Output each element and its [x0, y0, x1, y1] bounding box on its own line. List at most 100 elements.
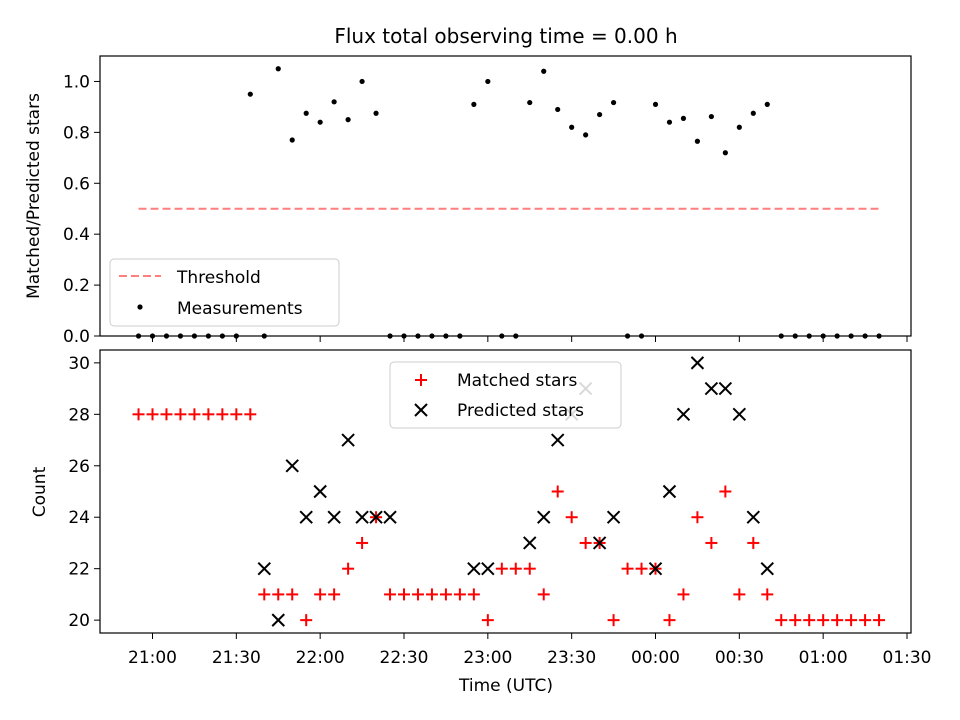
measurement-point [485, 78, 491, 85]
predicted-star-point [606, 510, 621, 524]
matched-star-point [579, 536, 592, 549]
bottom-y-tick-label: 20 [68, 611, 90, 631]
bottom-x-tick-label: 22:00 [296, 648, 345, 668]
top-legend-frame [109, 258, 340, 327]
predicted-star-point [271, 613, 285, 627]
measurements-legend-label: Measurements [177, 299, 303, 319]
predicted-star-point [313, 484, 327, 499]
matched-star-point [216, 408, 229, 421]
matched-star-point [328, 588, 341, 601]
measurement-point [722, 150, 728, 156]
matched-legend-label: Matched stars [457, 371, 577, 391]
measurement-point [708, 113, 714, 120]
bottom-x-tick-label: 23:00 [463, 648, 512, 668]
matched-star-point [160, 408, 173, 421]
matched-star-point [481, 614, 494, 627]
measurement-point [652, 101, 659, 107]
matched-star-point [775, 614, 788, 627]
matched-star-point [411, 588, 424, 601]
bottom-y-tick-label: 30 [68, 354, 90, 374]
matched-star-point [272, 588, 285, 601]
bottom-x-tick-label: 01:00 [799, 648, 848, 668]
matched-star-point [146, 408, 159, 421]
matched-star-point [747, 536, 760, 549]
measurements-legend-swatch [137, 304, 143, 310]
bottom-y-tick-label: 26 [68, 457, 90, 477]
predicted-star-point [592, 536, 607, 550]
matched-star-point [342, 562, 355, 575]
bottom-panel: 20 22 24 26 28 30 21:00 21:30 22:00 22:30 23:00 23… [30, 349, 932, 696]
measurement-point [694, 138, 701, 144]
bottom-legend-frame [389, 361, 622, 429]
matched-star-point [356, 536, 369, 549]
bottom-y-axis: 20 22 24 26 28 30 [68, 354, 100, 631]
predicted-star-point [662, 484, 677, 499]
measurement-point [373, 110, 379, 116]
measurement-point [764, 101, 770, 107]
measurement-point [583, 132, 589, 138]
bottom-x-tick-label: 00:30 [715, 648, 764, 668]
bottom-y-tick-label: 22 [68, 560, 90, 580]
predicted-star-point [690, 356, 705, 370]
matched-star-point [286, 588, 299, 601]
predicted-legend-label: Predicted stars [457, 401, 584, 421]
matched-star-point [831, 614, 844, 627]
matched-star-point [817, 614, 830, 627]
measurement-point [597, 111, 603, 118]
matched-star-point [495, 562, 508, 575]
matched-star-point [425, 588, 438, 601]
matched-star-point [258, 588, 271, 601]
predicted-star-point [648, 561, 663, 576]
measurement-point [289, 137, 295, 143]
matched-star-point [300, 614, 313, 627]
measurement-point [666, 119, 673, 125]
predicted-legend-swatch [414, 403, 428, 417]
top-y-tick-label: 0.0 [63, 327, 90, 347]
predicted-star-point [550, 433, 565, 447]
measurement-point [345, 117, 351, 123]
measurement-point [736, 124, 742, 130]
bottom-legend: Matched stars Predicted stars [389, 361, 622, 429]
bottom-x-axis: 21:00 21:30 22:00 22:30 23:00 23:30 00:00 00:30… [128, 633, 932, 668]
matched-star-point [845, 614, 858, 627]
bottom-panel-frame [99, 349, 912, 634]
measurement-point [331, 99, 337, 105]
matched-star-point [467, 588, 480, 601]
matched-star-point [551, 485, 564, 498]
measurement-point [569, 124, 575, 130]
matched-star-point [509, 562, 522, 575]
bottom-x-axis-label: Time (UTC) [458, 676, 553, 696]
predicted-star-point [355, 510, 369, 524]
bottom-y-axis-label: Count [30, 466, 50, 517]
bottom-y-tick-label: 24 [68, 508, 90, 528]
predicted-star-point [523, 536, 537, 550]
matched-star-point [439, 588, 452, 601]
predicted-star-point [299, 510, 313, 524]
bottom-x-tick-label: 23:30 [547, 648, 596, 668]
bottom-x-tick-label: 01:30 [883, 648, 932, 668]
predicted-star-point [467, 561, 481, 576]
measurement-point [471, 101, 477, 107]
bottom-x-tick-label: 00:00 [631, 648, 680, 668]
matched-star-point [621, 562, 634, 575]
predicted-star-point [704, 381, 719, 396]
top-panel-title: Flux total observing time = 0.00 h [334, 24, 677, 48]
matched-star-point [314, 588, 327, 601]
predicted-star-point [760, 561, 774, 576]
predicted-star-point [285, 459, 299, 473]
measurement-point [317, 119, 323, 125]
bottom-plot-area [132, 356, 886, 627]
matched-star-point [565, 511, 578, 524]
predicted-star-point [369, 510, 383, 524]
matched-star-point [761, 588, 774, 601]
matched-star-point [132, 408, 145, 421]
matched-star-point [453, 588, 466, 601]
predicted-star-point [327, 510, 341, 524]
matched-star-point [523, 562, 536, 575]
bottom-x-tick-label: 21:00 [128, 648, 177, 668]
matched-star-point [244, 408, 257, 421]
bottom-y-tick-label: 28 [68, 405, 90, 425]
top-y-tick-label: 0.6 [63, 174, 90, 194]
matched-star-point [859, 614, 872, 627]
